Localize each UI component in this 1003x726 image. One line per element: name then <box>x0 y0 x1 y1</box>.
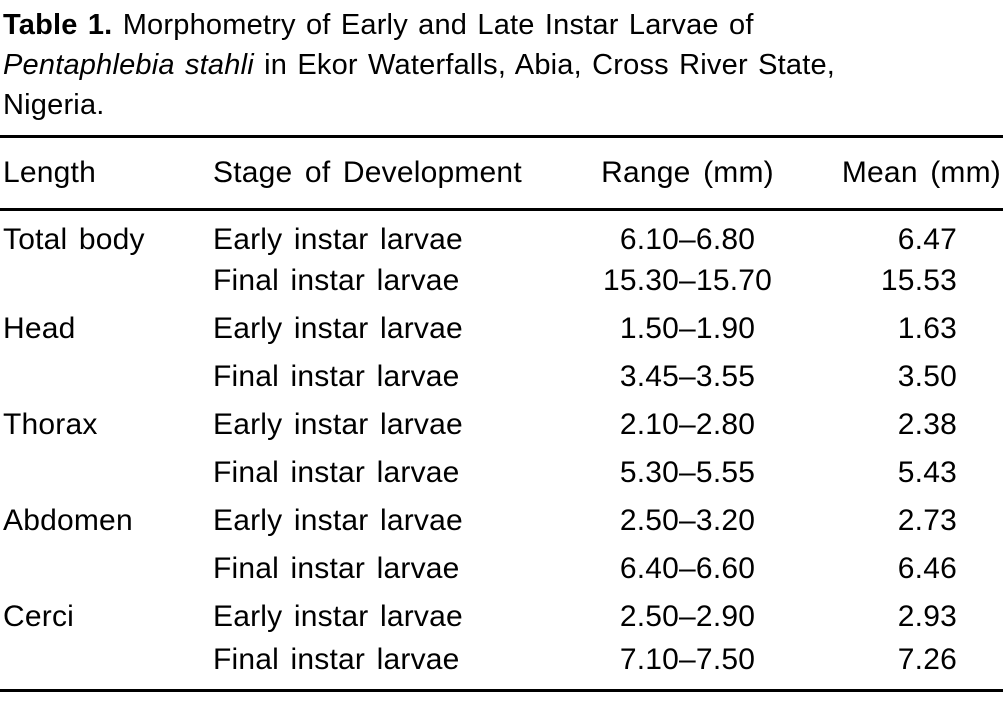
range-cell: 2.10–2.80 <box>619 408 756 441</box>
mean-cell: 6.47 <box>897 222 957 256</box>
stage-cell: Final instar larvae <box>213 456 460 489</box>
table-row: Head Early instar larvae 1.50–1.90 1.63 <box>0 305 1003 353</box>
stage-cell: Early instar larvae <box>213 222 463 256</box>
mean-cell: 5.43 <box>897 456 957 489</box>
length-cell <box>0 545 205 593</box>
mean-cell: 1.63 <box>897 312 957 345</box>
caption-line-1: Table 1. Morphometry of Early and Late I… <box>3 5 1003 45</box>
table-row: Final instar larvae 15.30–15.70 15.53 <box>0 257 1003 305</box>
caption-text-1: Morphometry of Early and Late Instar Lar… <box>112 9 754 41</box>
col-header-range: Range (mm) <box>575 138 800 211</box>
table-row: Final instar larvae 5.30–5.55 5.43 <box>0 449 1003 497</box>
range-cell: 2.50–3.20 <box>619 504 756 537</box>
table-row: Final instar larvae 6.40–6.60 6.46 <box>0 545 1003 593</box>
header-row: Length Stage of Development Range (mm) M… <box>0 138 1003 211</box>
stage-cell: Early instar larvae <box>213 408 463 441</box>
stage-cell: Final instar larvae <box>213 264 460 297</box>
stage-cell: Early instar larvae <box>213 600 463 633</box>
length-cell: Abdomen <box>3 504 133 537</box>
table-row: Abdomen Early instar larvae 2.50–3.20 2.… <box>0 497 1003 545</box>
stage-cell: Early instar larvae <box>213 312 463 345</box>
morphometry-table: Length Stage of Development Range (mm) M… <box>0 138 1003 689</box>
range-cell: 7.10–7.50 <box>619 643 756 676</box>
species-name: Pentaphlebia stahli <box>3 49 254 81</box>
length-cell <box>0 449 205 497</box>
mean-cell: 15.53 <box>880 264 957 297</box>
table-row: Final instar larvae 3.45–3.55 3.50 <box>0 353 1003 401</box>
range-cell: 3.45–3.55 <box>619 360 756 393</box>
table-row: Final instar larvae 7.10–7.50 7.26 <box>0 641 1003 689</box>
length-cell <box>0 257 205 305</box>
range-cell: 6.10–6.80 <box>619 222 756 256</box>
mean-cell: 6.46 <box>897 552 957 585</box>
length-cell: Thorax <box>3 408 98 441</box>
range-cell: 5.30–5.55 <box>619 456 756 489</box>
mean-cell: 2.93 <box>897 600 957 633</box>
length-cell: Head <box>3 312 76 345</box>
mean-cell: 2.38 <box>897 408 957 441</box>
stage-cell: Final instar larvae <box>213 643 460 676</box>
caption-text-3: Nigeria. <box>3 89 105 121</box>
col-header-length: Length <box>0 138 205 211</box>
table-row: Total body Early instar larvae 6.10–6.80… <box>0 209 1003 257</box>
length-cell: Cerci <box>3 600 75 633</box>
length-cell <box>0 641 205 689</box>
mean-cell: 2.73 <box>897 504 957 537</box>
table-row: Cerci Early instar larvae 2.50–2.90 2.93 <box>0 593 1003 641</box>
range-cell: 6.40–6.60 <box>619 552 756 585</box>
length-cell: Total body <box>3 222 145 256</box>
col-header-stage: Stage of Development <box>205 138 575 211</box>
table-header: Length Stage of Development Range (mm) M… <box>0 138 1003 211</box>
stage-cell: Final instar larvae <box>213 552 460 585</box>
table-caption: Table 1. Morphometry of Early and Late I… <box>0 0 1003 125</box>
stage-cell: Final instar larvae <box>213 360 460 393</box>
top-rule <box>0 135 1003 138</box>
caption-line-3: Nigeria. <box>3 85 1003 125</box>
table-row: Thorax Early instar larvae 2.10–2.80 2.3… <box>0 401 1003 449</box>
col-header-mean: Mean (mm) <box>800 138 1003 211</box>
caption-line-2: Pentaphlebia stahli in Ekor Waterfalls, … <box>3 45 1003 85</box>
length-cell <box>0 353 205 401</box>
mean-cell: 7.26 <box>897 643 957 676</box>
range-cell: 15.30–15.70 <box>602 264 773 297</box>
mean-cell: 3.50 <box>897 360 957 393</box>
table-number-label: Table 1. <box>3 9 113 41</box>
range-cell: 2.50–2.90 <box>619 600 756 633</box>
stage-cell: Early instar larvae <box>213 504 463 537</box>
table-body: Total body Early instar larvae 6.10–6.80… <box>0 209 1003 689</box>
caption-text-2: in Ekor Waterfalls, Abia, Cross River St… <box>253 49 836 81</box>
bottom-rule <box>0 689 1003 692</box>
range-cell: 1.50–1.90 <box>619 312 756 345</box>
